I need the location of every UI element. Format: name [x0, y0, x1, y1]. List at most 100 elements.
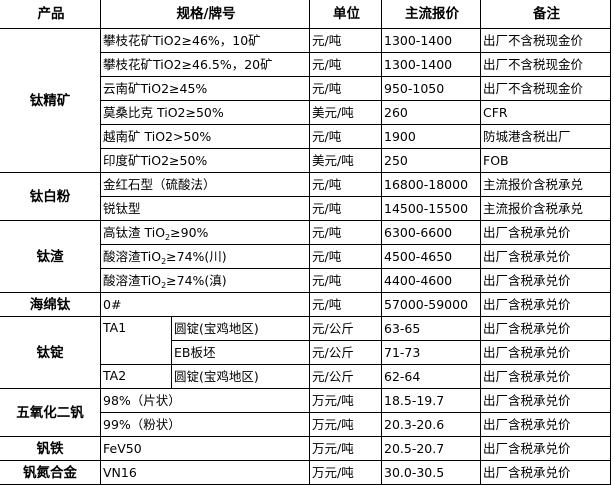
product-cell: 钛精矿 [0, 28, 101, 173]
table-row: 钛渣 高钛渣 TiO2≥90% 元/吨 6300-6600 出厂含税承兑价 [0, 220, 611, 293]
spec-suffix: ≥74%(滇) [166, 272, 227, 288]
table-row: 越南矿 TiO2>50% 元/吨 1900 防城港含税出厂 [0, 124, 611, 149]
price-cell: 63-65 [381, 316, 481, 341]
price-cell: 250 [381, 148, 481, 173]
product-cell: 海绵钛 [0, 292, 101, 317]
spec-cell: 云南矿TiO2≥45% [100, 76, 310, 101]
note-cell: 出厂不含税现金价 [480, 76, 611, 101]
product-cell: 钒铁 [0, 436, 101, 461]
spec-cell: 酸溶渣TiO2≥74%(滇) [100, 268, 310, 293]
spec-prefix: 酸溶渣TiO [103, 248, 162, 264]
product-cell: 钛渣 [0, 220, 101, 293]
price-cell: 62-64 [381, 364, 481, 389]
spec-cell: 99%（粉状） [100, 412, 310, 437]
spec-cell: 莫桑比克 TiO2≥50% [100, 100, 310, 125]
table-row: 攀枝花矿TiO2≥46.5%，20矿 元/吨 1300-1400 出厂不含税现金价 [0, 52, 611, 77]
price-cell: 1300-1400 [381, 52, 481, 77]
price-cell: 20.5-20.7 [381, 436, 481, 461]
spec-subscript: 2 [161, 280, 167, 290]
price-cell: 950-1050 [381, 76, 481, 101]
spec-suffix: ≥90% [170, 224, 209, 240]
price-cell: 16800-18000 [381, 172, 481, 197]
price-cell: 20.3-20.6 [381, 412, 481, 437]
spec-subscript: 2 [161, 256, 167, 266]
note-cell: 出厂含税承兑价 [480, 340, 611, 365]
price-cell: 4500-4650 [381, 244, 481, 269]
column-header: 产品 [0, 0, 101, 29]
table-row: 钒铁 FeV50 万元/吨 20.5-20.7 出厂含税承兑价 [0, 436, 611, 461]
product-cell: 五氧化二钒 [0, 388, 101, 437]
unit-cell: 元/吨 [309, 244, 382, 269]
spec-cell: 98%（片状） [100, 388, 310, 413]
note-cell: 出厂含税承兑价 [480, 388, 611, 413]
unit-cell: 美元/吨 [309, 100, 382, 125]
table-row: 莫桑比克 TiO2≥50% 美元/吨 260 CFR [0, 100, 611, 125]
note-cell: 出厂含税承兑价 [480, 460, 611, 485]
table-row: 印度矿TiO2≥50% 美元/吨 250 FOB [0, 148, 611, 173]
price-cell: 57000-59000 [381, 292, 481, 317]
spec-cell: 攀枝花矿TiO2≥46.5%，20矿 [100, 52, 310, 77]
note-cell: 出厂含税承兑价 [480, 268, 611, 293]
table-row: EB板坯 元/公斤 71-73 出厂含税承兑价 [0, 340, 611, 365]
price-cell: 1900 [381, 124, 481, 149]
note-cell: 出厂含税承兑价 [480, 292, 611, 317]
unit-cell: 万元/吨 [309, 388, 382, 413]
price-cell: 1300-1400 [381, 28, 481, 53]
column-header: 规格/牌号 [100, 0, 310, 29]
note-cell: 主流报价含税承兑 [480, 196, 611, 221]
unit-cell: 元/吨 [309, 124, 382, 149]
note-cell: 主流报价含税承兑 [480, 172, 611, 197]
spec-cell: 酸溶渣TiO2≥74%(川) [100, 244, 310, 269]
note-cell: FOB [480, 148, 611, 173]
column-header: 主流报价 [381, 0, 481, 29]
table-row: 酸溶渣TiO2≥74%(滇) 元/吨 4400-4600 出厂含税承兑价 [0, 268, 611, 293]
table-row: 钛白粉 金红石型（硫酸法） 元/吨 16800-18000 主流报价含税承兑 [0, 172, 611, 221]
unit-cell: 万元/吨 [309, 436, 382, 461]
table-row: TA2 圆锭(宝鸡地区) 元/公斤 62-64 出厂含税承兑价 [0, 364, 611, 389]
table-row: 海绵钛 0# 元/吨 57000-59000 出厂含税承兑价 [0, 292, 611, 317]
table-row: 钛锭 TA1 圆锭(宝鸡地区) 元/公斤 63-65 出厂含税承兑价 [0, 316, 611, 389]
unit-cell: 元/吨 [309, 28, 382, 53]
unit-cell: 元/吨 [309, 268, 382, 293]
price-cell: 18.5-19.7 [381, 388, 481, 413]
unit-cell: 万元/吨 [309, 460, 382, 485]
spec-cell: 高钛渣 TiO2≥90% [100, 220, 310, 245]
note-cell: 出厂含税承兑价 [480, 364, 611, 389]
column-header: 备注 [480, 0, 611, 29]
grade-cell: TA2 [100, 364, 172, 389]
form-cell: 圆锭(宝鸡地区) [171, 316, 310, 341]
note-cell: 出厂含税承兑价 [480, 220, 611, 245]
spec-prefix: 酸溶渣TiO [103, 272, 162, 288]
spec-cell: 印度矿TiO2≥50% [100, 148, 310, 173]
spec-subscript: 2 [165, 232, 171, 242]
price-cell: 6300-6600 [381, 220, 481, 245]
unit-cell: 万元/吨 [309, 412, 382, 437]
unit-cell: 元/吨 [309, 76, 382, 101]
table-row: 钒氮合金 VN16 万元/吨 30.0-30.5 出厂含税承兑价 [0, 460, 611, 485]
header-row: 产品 规格/牌号 单位 主流报价 备注 [0, 0, 611, 29]
note-cell: CFR [480, 100, 611, 125]
table-row: 锐钛型 元/吨 14500-15500 主流报价含税承兑 [0, 196, 611, 221]
spec-cell: 锐钛型 [100, 196, 310, 221]
spec-cell: 金红石型（硫酸法） [100, 172, 310, 197]
product-cell: 钛锭 [0, 316, 101, 389]
note-cell: 出厂不含税现金价 [480, 28, 611, 53]
price-cell: 30.0-30.5 [381, 460, 481, 485]
note-cell: 防城港含税出厂 [480, 124, 611, 149]
unit-cell: 元/吨 [309, 220, 382, 245]
spec-prefix: 高钛渣 TiO [103, 224, 166, 240]
form-cell: EB板坯 [171, 340, 310, 365]
unit-cell: 元/吨 [309, 52, 382, 77]
spec-cell: 越南矿 TiO2>50% [100, 124, 310, 149]
grade-cell: TA1 [100, 316, 172, 365]
table-row: 云南矿TiO2≥45% 元/吨 950-1050 出厂不含税现金价 [0, 76, 611, 101]
note-cell: 出厂含税承兑价 [480, 316, 611, 341]
price-cell: 71-73 [381, 340, 481, 365]
column-header: 单位 [309, 0, 382, 29]
spec-cell: 0# [100, 292, 310, 317]
price-cell: 260 [381, 100, 481, 125]
spec-cell: 攀枝花矿TiO2≥46%，10矿 [100, 28, 310, 53]
unit-cell: 元/公斤 [309, 340, 382, 365]
note-cell: 出厂含税承兑价 [480, 244, 611, 269]
